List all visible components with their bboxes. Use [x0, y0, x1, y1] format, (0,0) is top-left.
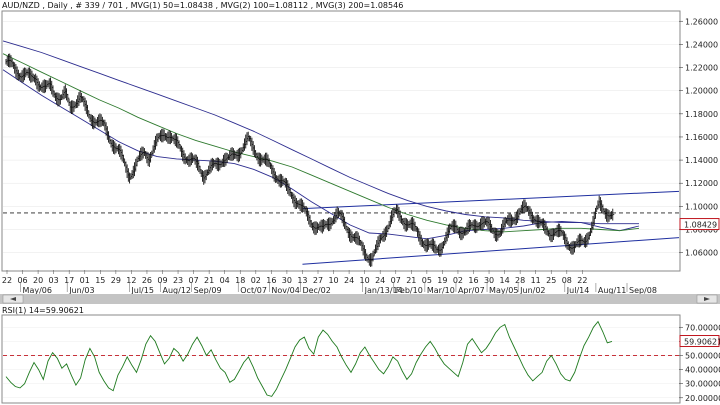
day-label: 26 — [142, 276, 152, 285]
month-label: Dec/02 — [302, 286, 330, 295]
day-label: 04 — [220, 276, 230, 285]
rsi-line — [5, 320, 613, 397]
rsi-header: RSI(1) 14=59.90621 — [2, 306, 84, 315]
price-tick-label: 1.06000 — [685, 249, 718, 258]
last-price-label: 1.08429 — [684, 221, 717, 230]
price-tick-label: 1.14000 — [685, 156, 718, 165]
day-label: 07 — [391, 276, 401, 285]
day-label: 11 — [531, 276, 541, 285]
month-label: Jul/15 — [130, 286, 154, 295]
month-label: Mar/10 — [427, 286, 455, 295]
price-tick-label: 1.26000 — [685, 17, 718, 26]
price-tick-label: 1.10000 — [685, 202, 718, 211]
day-label: 03 — [49, 276, 59, 285]
rsi-tick-label: 50.00000 — [685, 351, 720, 360]
month-label: Nov/04 — [271, 286, 300, 295]
day-label: 16 — [468, 276, 478, 285]
rsi-series-line — [5, 320, 613, 397]
day-label: 07 — [189, 276, 199, 285]
month-label: May/06 — [23, 286, 52, 295]
price-panel — [1, 10, 681, 272]
day-label: 22 — [2, 276, 12, 285]
candlestick-series — [5, 53, 615, 267]
day-label: 14 — [500, 276, 510, 285]
day-label: 12 — [126, 276, 136, 285]
month-label: May/05 — [489, 286, 518, 295]
day-label: 09 — [157, 276, 167, 285]
day-label: 08 — [562, 276, 572, 285]
month-label: Apr/07 — [458, 286, 485, 295]
last-price-box — [679, 218, 720, 231]
day-label: 15 — [95, 276, 105, 285]
day-label: 24 — [344, 276, 354, 285]
day-label: 21 — [406, 276, 416, 285]
rsi-tick-label: 30.00000 — [685, 380, 720, 389]
month-label: Jul/14 — [566, 286, 590, 295]
price-tick-label: 1.16000 — [685, 133, 718, 142]
day-label: 28 — [515, 276, 525, 285]
month-label: Feb/10 — [396, 286, 423, 295]
price-tick-label: 1.12000 — [685, 179, 718, 188]
price-grid — [3, 21, 679, 253]
day-label: 19 — [437, 276, 447, 285]
day-label: 05 — [422, 276, 432, 285]
day-label: 27 — [313, 276, 323, 285]
rsi-tick-label: 70.00000 — [685, 323, 720, 332]
rsi-tick-label: 40.00000 — [685, 366, 720, 375]
day-label: 22 — [577, 276, 587, 285]
month-label: Jun/03 — [68, 286, 94, 295]
rsi-last-value-label: 59.90621 — [684, 338, 720, 347]
month-label: Jun/02 — [519, 286, 545, 295]
day-label: 24 — [375, 276, 385, 285]
day-label: 13 — [297, 276, 307, 285]
chart-header: AUD/NZD , Daily , # 339 / 701 , MVG(1) 5… — [2, 1, 403, 10]
date-axis: 22 06 20 03 17 01 15 29 12 26 09 23 07 21 04 18 02 16 30 13… — [2, 270, 657, 295]
price-tick-label: 1.22000 — [685, 64, 718, 73]
day-label: 10 — [360, 276, 370, 285]
day-label: 17 — [64, 276, 74, 285]
moving-average-line — [2, 53, 640, 233]
day-label: 06 — [17, 276, 27, 285]
price-tick-label: 1.18000 — [685, 110, 718, 119]
day-label: 23 — [173, 276, 183, 285]
day-label: 29 — [111, 276, 121, 285]
arrow-right-icon — [704, 297, 710, 301]
day-label: 01 — [80, 276, 90, 285]
month-label: Jan/13/14 — [364, 286, 403, 295]
arrow-left-icon — [10, 297, 16, 301]
day-label: 20 — [33, 276, 43, 285]
day-label: 25 — [546, 276, 556, 285]
price-axis: 1.26000 1.24000 1.22000 1.20000 1.18000 1.160… — [679, 17, 720, 258]
rsi-tick-label: 20.00000 — [685, 394, 720, 403]
rsi-panel — [1, 314, 681, 404]
day-label: 16 — [266, 276, 276, 285]
moving-average-line — [2, 40, 639, 225]
day-label: 21 — [204, 276, 214, 285]
month-label: Sep/09 — [194, 286, 222, 295]
day-label: 10 — [328, 276, 338, 285]
rsi-last-value-box — [679, 335, 720, 348]
month-label: Sep/08 — [629, 286, 657, 295]
month-label: Aug/11 — [598, 286, 627, 295]
day-label: 18 — [235, 276, 245, 285]
month-label: Oct/07 — [240, 286, 267, 295]
day-label: 30 — [484, 276, 494, 285]
day-label: 30 — [282, 276, 292, 285]
trend-line — [302, 190, 680, 210]
day-label: 02 — [251, 276, 261, 285]
scrollbar[interactable] — [0, 294, 720, 304]
month-label: Aug/12 — [163, 286, 192, 295]
day-label: 02 — [453, 276, 463, 285]
price-tick-label: 1.24000 — [685, 40, 718, 49]
price-tick-label: 1.20000 — [685, 87, 718, 96]
rsi-axis: 70.0000060.0000050.0000040.0000030.00000… — [679, 323, 720, 403]
